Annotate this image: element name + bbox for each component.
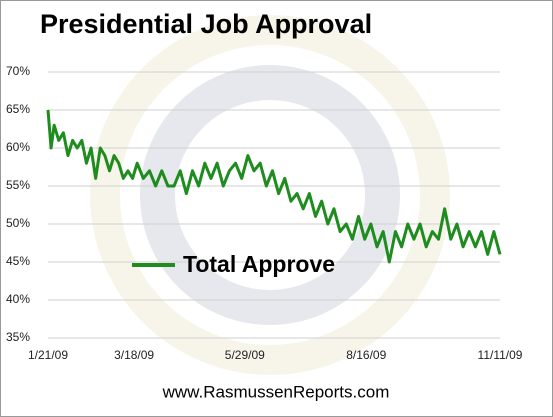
seal-background	[90, 15, 450, 375]
y-tick-label: 60%	[6, 140, 30, 154]
x-tick-label: 11/11/09	[478, 348, 523, 362]
x-tick-label: 3/18/09	[114, 348, 154, 362]
y-tick-label: 50%	[6, 216, 30, 230]
y-tick-label: 55%	[6, 178, 30, 192]
y-tick-label: 35%	[6, 330, 30, 344]
chart-title: Presidential Job Approval	[40, 9, 372, 39]
x-tick-label: 5/29/09	[225, 348, 265, 362]
y-tick-label: 40%	[6, 292, 30, 306]
y-tick-label: 65%	[6, 102, 30, 116]
x-tick-label: 1/21/09	[28, 348, 68, 362]
source: www.RasmussenReports.com	[162, 382, 390, 401]
legend-label: Total Approve	[183, 251, 335, 277]
x-tick-label: 8/16/09	[346, 348, 386, 362]
y-tick-label: 70%	[6, 64, 30, 78]
y-tick-label: 45%	[6, 254, 30, 268]
data-line	[46, 109, 502, 264]
